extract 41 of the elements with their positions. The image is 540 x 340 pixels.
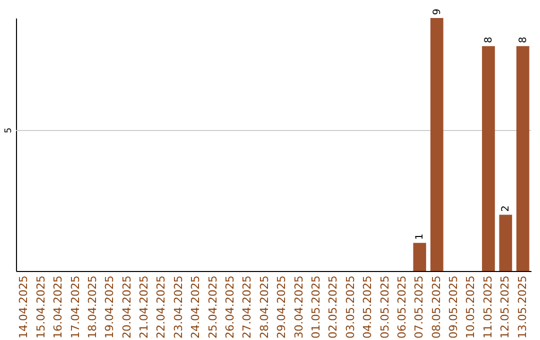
x-tick-label: 19.04.2025	[103, 276, 116, 338]
data-label: 2	[500, 205, 512, 212]
data-label: 8	[518, 36, 529, 44]
x-tick-label: 28.04.2025	[258, 276, 271, 338]
data-label: 9	[432, 8, 443, 15]
bar	[516, 46, 530, 271]
x-tick-label: 07.05.2025	[412, 276, 426, 338]
x-tick-label: 15.04.2025	[34, 276, 48, 338]
bar	[430, 18, 444, 271]
x-tick-label: 09.05.2025	[447, 276, 460, 338]
x-tick-label: 27.04.2025	[240, 276, 254, 338]
x-tick-label: 25.04.2025	[206, 276, 220, 338]
x-tick-label: 04.05.2025	[361, 276, 374, 338]
x-tick-label: 14.04.2025	[17, 276, 30, 338]
bar	[413, 242, 426, 271]
x-tick-label: 22.04.2025	[154, 276, 168, 338]
x-tick-label: 12.05.2025	[498, 276, 512, 338]
x-tick-label: 10.05.2025	[464, 276, 478, 338]
x-tick-label: 08.05.2025	[430, 276, 443, 338]
x-tick-label: 13.05.2025	[516, 276, 529, 338]
x-tick-label: 01.05.2025	[309, 276, 322, 338]
x-tick-label: 21.04.2025	[138, 276, 151, 338]
x-tick-label: 05.05.2025	[378, 276, 392, 338]
data-label: 1	[414, 234, 426, 240]
x-tick-label: 26.04.2025	[224, 276, 237, 338]
x-tick-label: 18.04.2025	[86, 276, 99, 338]
bar	[482, 46, 495, 271]
x-tick-label: 03.05.2025	[344, 276, 357, 338]
x-tick-label: 24.04.2025	[189, 276, 202, 338]
x-tick-label: 30.04.2025	[292, 276, 306, 338]
x-tick-label: 02.05.2025	[326, 276, 340, 338]
x-tick-label: 16.04.2025	[52, 276, 65, 338]
bar	[499, 214, 512, 271]
x-tick-label: 29.04.2025	[275, 276, 288, 338]
x-tick-label: 06.05.2025	[395, 276, 408, 338]
x-tick-label: 23.04.2025	[172, 276, 185, 338]
x-tick-label: 11.05.2025	[481, 276, 494, 338]
x-tick-label: 17.04.2025	[68, 276, 82, 338]
data-label: 8	[483, 36, 494, 44]
x-tick-label: 20.04.2025	[120, 276, 134, 338]
ref-line-label: 5	[4, 128, 14, 134]
